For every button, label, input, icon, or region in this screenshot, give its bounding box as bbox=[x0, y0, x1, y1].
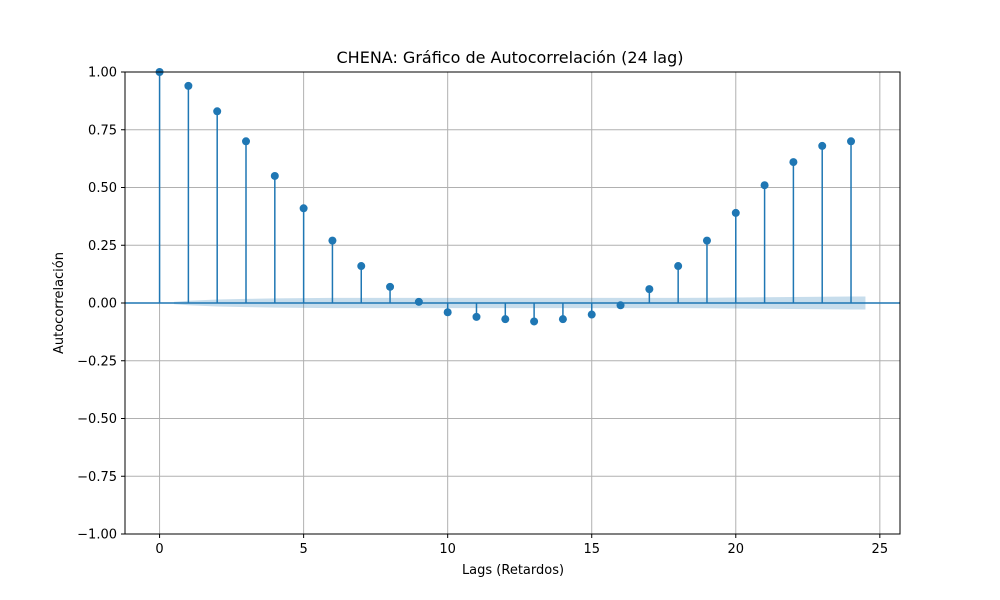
acf-point-lag-3 bbox=[242, 137, 251, 146]
acf-point-lag-12 bbox=[501, 315, 510, 324]
acf-point-lag-21 bbox=[760, 181, 769, 190]
acf-point-lag-5 bbox=[299, 204, 308, 213]
acf-point-lag-23 bbox=[818, 141, 827, 150]
acf-point-lag-13 bbox=[530, 317, 539, 326]
acf-point-lag-24 bbox=[847, 137, 856, 146]
y-tick-label: 0.50 bbox=[88, 181, 117, 196]
y-tick-label: 0.25 bbox=[88, 239, 117, 254]
acf-stems bbox=[158, 72, 852, 322]
y-tick-label: −0.75 bbox=[77, 470, 117, 485]
acf-point-lag-7 bbox=[357, 262, 366, 271]
acf-markers bbox=[155, 68, 856, 326]
y-tick-label: 0.00 bbox=[88, 297, 117, 312]
x-tick-label: 5 bbox=[299, 542, 307, 557]
y-tick-label: −0.50 bbox=[77, 412, 117, 427]
y-tick-label: −1.00 bbox=[77, 528, 117, 543]
acf-point-lag-10 bbox=[443, 308, 452, 317]
x-tick-label: 20 bbox=[728, 542, 745, 557]
acf-point-lag-19 bbox=[702, 236, 711, 245]
acf-point-lag-9 bbox=[414, 297, 423, 306]
acf-point-lag-1 bbox=[184, 81, 193, 90]
y-tick-label: 0.75 bbox=[88, 123, 117, 138]
acf-point-lag-15 bbox=[587, 310, 596, 319]
x-tick-label: 25 bbox=[872, 542, 889, 557]
acf-point-lag-14 bbox=[558, 315, 567, 324]
acf-point-lag-4 bbox=[270, 171, 279, 180]
acf-point-lag-11 bbox=[472, 312, 481, 321]
x-axis-ticks: 0 5 10 15 20 25 bbox=[155, 534, 888, 557]
chart-title: CHENA: Gráfico de Autocorrelación (24 la… bbox=[337, 48, 684, 67]
acf-point-lag-16 bbox=[616, 301, 625, 310]
acf-point-lag-18 bbox=[674, 262, 683, 271]
x-tick-label: 10 bbox=[439, 542, 456, 557]
y-axis-ticks: −1.00 −0.75 −0.50 −0.25 0.00 0.25 0.50 0.75 1.00 bbox=[77, 66, 125, 543]
acf-point-lag-22 bbox=[789, 158, 798, 167]
y-tick-label: 1.00 bbox=[88, 66, 117, 81]
acf-point-lag-17 bbox=[645, 285, 654, 294]
acf-point-lag-20 bbox=[731, 208, 740, 217]
acf-point-lag-6 bbox=[328, 236, 337, 245]
x-axis-label: Lags (Retardos) bbox=[462, 563, 564, 578]
y-axis-label: Autocorrelación bbox=[52, 252, 67, 354]
x-tick-label: 15 bbox=[583, 542, 600, 557]
y-tick-label: −0.25 bbox=[77, 354, 117, 369]
acf-point-lag-2 bbox=[213, 107, 222, 116]
x-tick-label: 0 bbox=[155, 542, 163, 557]
acf-point-lag-8 bbox=[386, 282, 395, 291]
